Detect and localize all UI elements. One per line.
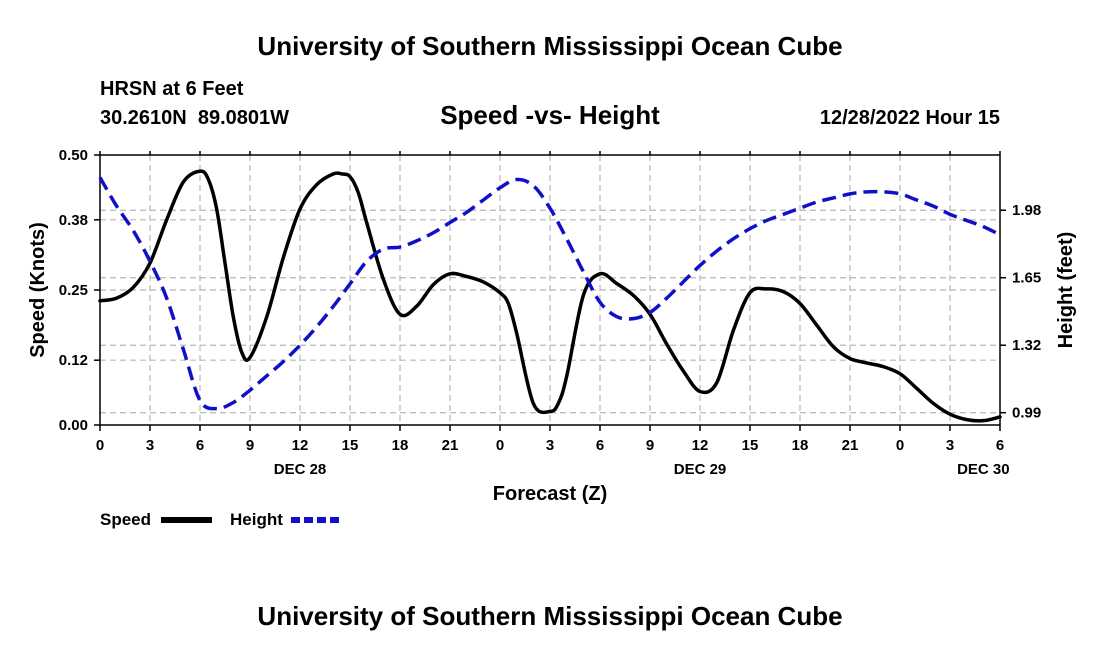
- x-axis: 0 3 6 9 12 15 18 21 0 3 6 9 12 15 18 21 0 3 6 DEC 28 DEC 29 D…: [96, 151, 1010, 478]
- legend: Speed Height: [100, 510, 342, 529]
- x-axis-label: Forecast (Z): [493, 483, 607, 505]
- series-line-height: [98, 176, 1001, 411]
- x-tick-label: 3: [546, 437, 554, 454]
- y2-tick-label: 0.99: [1012, 405, 1041, 422]
- y-tick-label: 0.38: [59, 212, 88, 229]
- x-tick-label: 0: [896, 437, 904, 454]
- x-tick-label: 12: [692, 437, 709, 454]
- x-tick-label: 15: [342, 437, 359, 454]
- x-tick-label: 0: [96, 437, 104, 454]
- station-label: HRSN at 6 Feet: [100, 78, 244, 100]
- x-tick-label: 18: [792, 437, 809, 454]
- x-tick-label: 6: [996, 437, 1004, 454]
- y-tick-label: 0.25: [59, 282, 88, 299]
- y-tick-label: 0.50: [59, 147, 88, 164]
- x-date-label: DEC 29: [674, 461, 727, 478]
- y-axis-left: 0.00 0.12 0.25 0.38 0.50: [59, 147, 100, 434]
- plot-title: Speed -vs- Height: [440, 100, 660, 130]
- datetime-label: 12/28/2022 Hour 15: [820, 107, 1000, 129]
- x-tick-label: 6: [196, 437, 204, 454]
- y2-tick-label: 1.65: [1012, 270, 1041, 287]
- x-tick-label: 3: [946, 437, 954, 454]
- x-tick-label: 21: [842, 437, 859, 454]
- footer-title: University of Southern Mississippi Ocean…: [257, 601, 842, 631]
- x-date-label: DEC 28: [274, 461, 327, 478]
- x-tick-label: 6: [596, 437, 604, 454]
- x-date-label: DEC 30: [957, 461, 1010, 478]
- x-tick-label: 12: [292, 437, 309, 454]
- y-tick-label: 0.00: [59, 417, 88, 434]
- x-tick-label: 0: [496, 437, 504, 454]
- coordinates-label: 30.2610N 89.0801W: [100, 107, 289, 129]
- page-title: University of Southern Mississippi Ocean…: [257, 31, 842, 61]
- grid-lines: [100, 155, 1000, 425]
- x-tick-label: 21: [442, 437, 459, 454]
- series-group: [98, 169, 1002, 423]
- y2-tick-label: 1.32: [1012, 337, 1041, 354]
- series-line-speed: [98, 169, 1002, 423]
- x-tick-label: 3: [146, 437, 154, 454]
- legend-height-label: Height: [230, 510, 283, 529]
- legend-speed-label: Speed: [100, 510, 151, 529]
- y-axis-right: 0.99 1.32 1.65 1.98: [1000, 202, 1041, 422]
- y-axis-label: Speed (Knots): [27, 222, 49, 358]
- y2-tick-label: 1.98: [1012, 202, 1041, 219]
- x-tick-label: 18: [392, 437, 409, 454]
- y2-axis-label: Height (feet): [1055, 232, 1077, 349]
- x-tick-label: 9: [646, 437, 654, 454]
- x-tick-label: 9: [246, 437, 254, 454]
- x-tick-label: 15: [742, 437, 759, 454]
- y-tick-label: 0.12: [59, 352, 88, 369]
